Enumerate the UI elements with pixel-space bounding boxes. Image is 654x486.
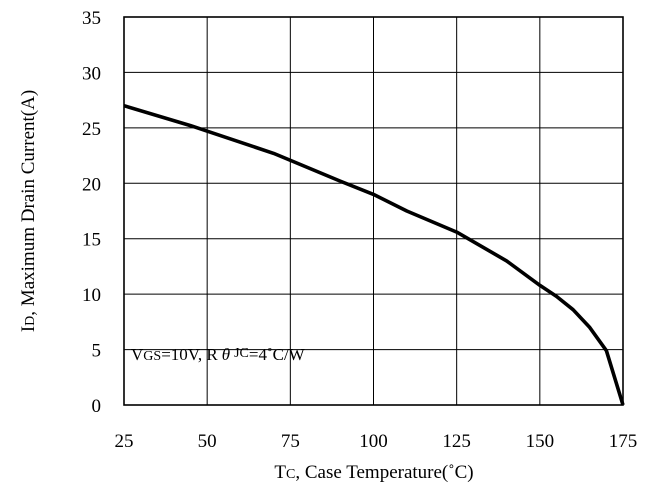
- y-tick-label: 10: [82, 285, 101, 306]
- x-tick-label: 100: [359, 431, 388, 452]
- x-tick-label: 75: [281, 431, 300, 452]
- y-tick-label: 0: [92, 396, 102, 417]
- plot-frame: [123, 16, 624, 406]
- grid: [124, 17, 623, 405]
- x-tick-label: 50: [198, 431, 217, 452]
- x-tick-label: 125: [442, 431, 471, 452]
- x-axis-label: TC, Case Temperature(˚C): [274, 462, 473, 483]
- x-tick-label: 25: [115, 431, 134, 452]
- y-tick-label: 35: [82, 8, 101, 29]
- y-tick-label: 25: [82, 119, 101, 140]
- y-tick-label: 5: [92, 341, 102, 362]
- x-axis-ticks: 25 50 75 100 125 150 175: [115, 431, 638, 452]
- y-tick-label: 30: [82, 63, 101, 84]
- y-axis-label: ID, Maximum Drain Current(A): [18, 90, 39, 332]
- x-tick-label: 150: [526, 431, 555, 452]
- y-tick-label: 20: [82, 174, 101, 195]
- y-tick-label: 15: [82, 230, 101, 251]
- y-axis-ticks: 0 5 10 15 20 25 30 35: [82, 8, 101, 417]
- x-tick-label: 175: [609, 431, 638, 452]
- series-line: [123, 103, 625, 406]
